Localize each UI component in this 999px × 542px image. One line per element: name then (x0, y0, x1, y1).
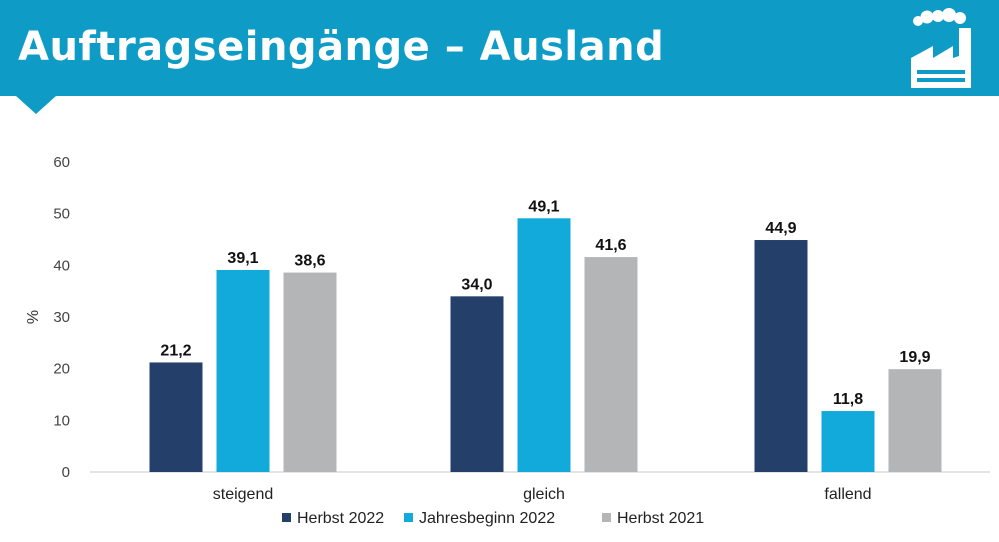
data-label: 49,1 (528, 198, 559, 215)
category-label: gleich (523, 486, 565, 503)
legend-swatch (602, 513, 611, 522)
data-label: 21,2 (160, 342, 191, 359)
bar (584, 257, 638, 472)
data-label: 19,9 (899, 349, 930, 366)
legend-label: Jahresbeginn 2022 (419, 510, 555, 527)
y-axis-label: % (25, 310, 42, 324)
category-labels: steigend gleich fallend (213, 486, 872, 503)
y-tick-label: 40 (53, 257, 70, 274)
y-tick-label: 10 (53, 412, 70, 429)
title-banner (0, 0, 999, 96)
category-label: steigend (213, 486, 274, 503)
banner-notch (16, 96, 56, 114)
bar (216, 269, 270, 472)
y-tick-label: 50 (53, 206, 70, 223)
bars: 21,2 39,1 38,6 34,0 49,1 41,6 44,9 11,8 19,9 (149, 198, 942, 472)
data-label: 39,1 (227, 250, 258, 267)
bar (517, 218, 571, 472)
data-label: 41,6 (595, 237, 626, 254)
data-label: 11,8 (833, 391, 863, 408)
y-tick-label: 20 (53, 361, 70, 378)
bar (754, 240, 808, 472)
data-label: 38,6 (294, 253, 325, 270)
category-label: fallend (824, 486, 871, 503)
bar (149, 362, 203, 472)
factory-icon (911, 8, 971, 88)
y-tick-label: 60 (53, 154, 70, 171)
legend: Herbst 2022 Jahresbeginn 2022 Herbst 2021 (282, 510, 704, 527)
bar (821, 411, 875, 472)
y-tick-label: 0 (62, 464, 70, 481)
legend-label: Herbst 2022 (297, 510, 384, 527)
bar (283, 272, 337, 472)
legend-swatch (404, 513, 413, 522)
data-label: 44,9 (765, 220, 796, 237)
legend-label: Herbst 2021 (617, 510, 704, 527)
bar (888, 369, 942, 472)
y-tick-label: 30 (53, 309, 70, 326)
legend-swatch (282, 513, 291, 522)
data-label: 34,0 (461, 276, 492, 293)
page-title: Auftragseingänge – Ausland (18, 24, 665, 70)
bar-chart: 0 10 20 30 40 50 60% 21,2 39,1 38,6 34,0 49,1 41,6 4… (25, 154, 990, 527)
bar (450, 296, 504, 472)
